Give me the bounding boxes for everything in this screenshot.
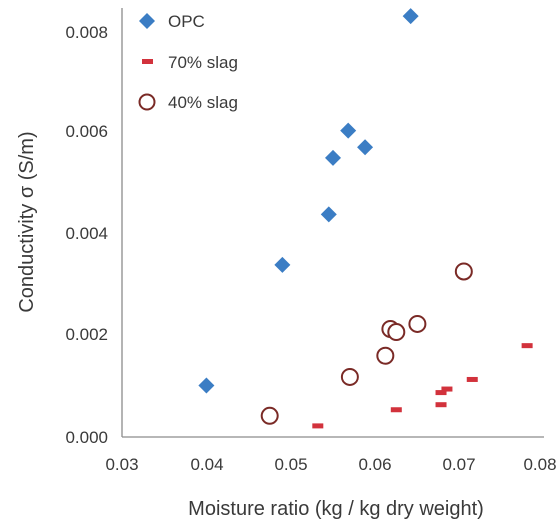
data-point-opc (198, 377, 215, 394)
x-tick-label: 0.07 (442, 455, 475, 474)
data-point-70-slag (390, 407, 402, 413)
data-point-40-slag (387, 323, 406, 342)
data-point-40-slag (260, 406, 279, 425)
data-point-opc (340, 122, 357, 139)
x-tick-label: 0.03 (105, 455, 138, 474)
y-tick-label: 0.004 (65, 224, 108, 243)
data-point-opc (320, 206, 337, 223)
circle-marker-icon (138, 93, 156, 111)
x-tick-label: 0.05 (274, 455, 307, 474)
data-point-40-slag (340, 367, 359, 386)
x-tick-label: 0.08 (523, 455, 556, 474)
data-point-40-slag (376, 346, 395, 365)
data-point-70-slag (521, 343, 533, 349)
data-points (198, 8, 533, 429)
data-point-opc (274, 256, 291, 273)
x-tick-labels: 0.03 0.04 0.05 0.06 0.07 0.08 (105, 455, 556, 474)
legend-label: 70% slag (168, 53, 238, 72)
data-point-40-slag (408, 314, 427, 333)
x-axis-title: Moisture ratio (kg / kg dry weight) (188, 498, 484, 520)
legend-item-70-slag: 70% slag (142, 53, 238, 72)
y-tick-label: 0.002 (65, 325, 108, 344)
data-point-opc (402, 8, 419, 25)
y-tick-labels: 0.000 0.002 0.004 0.006 0.008 (65, 23, 108, 447)
data-point-opc (357, 139, 374, 156)
y-tick-label: 0.000 (65, 428, 108, 447)
data-point-70-slag (312, 423, 324, 429)
legend-label: OPC (168, 12, 205, 31)
legend-label: 40% slag (168, 93, 238, 112)
y-tick-label: 0.008 (65, 23, 108, 42)
data-point-70-slag (435, 390, 447, 396)
data-point-opc (325, 149, 341, 166)
x-tick-label: 0.04 (190, 455, 223, 474)
y-axis-title: Conductivity σ (S/m) (16, 131, 38, 312)
data-point-70-slag (441, 386, 453, 392)
legend: OPC 70% slag 40% slag (138, 12, 238, 112)
y-tick-label: 0.006 (65, 122, 108, 141)
data-point-70-slag (466, 376, 478, 382)
dash-marker-icon (142, 59, 153, 64)
x-tick-label: 0.06 (358, 455, 391, 474)
data-point-70-slag (435, 402, 447, 408)
legend-item-opc: OPC (139, 12, 205, 31)
legend-item-40-slag: 40% slag (138, 93, 238, 112)
diamond-marker-icon (139, 13, 155, 29)
data-point-40-slag (454, 262, 473, 281)
